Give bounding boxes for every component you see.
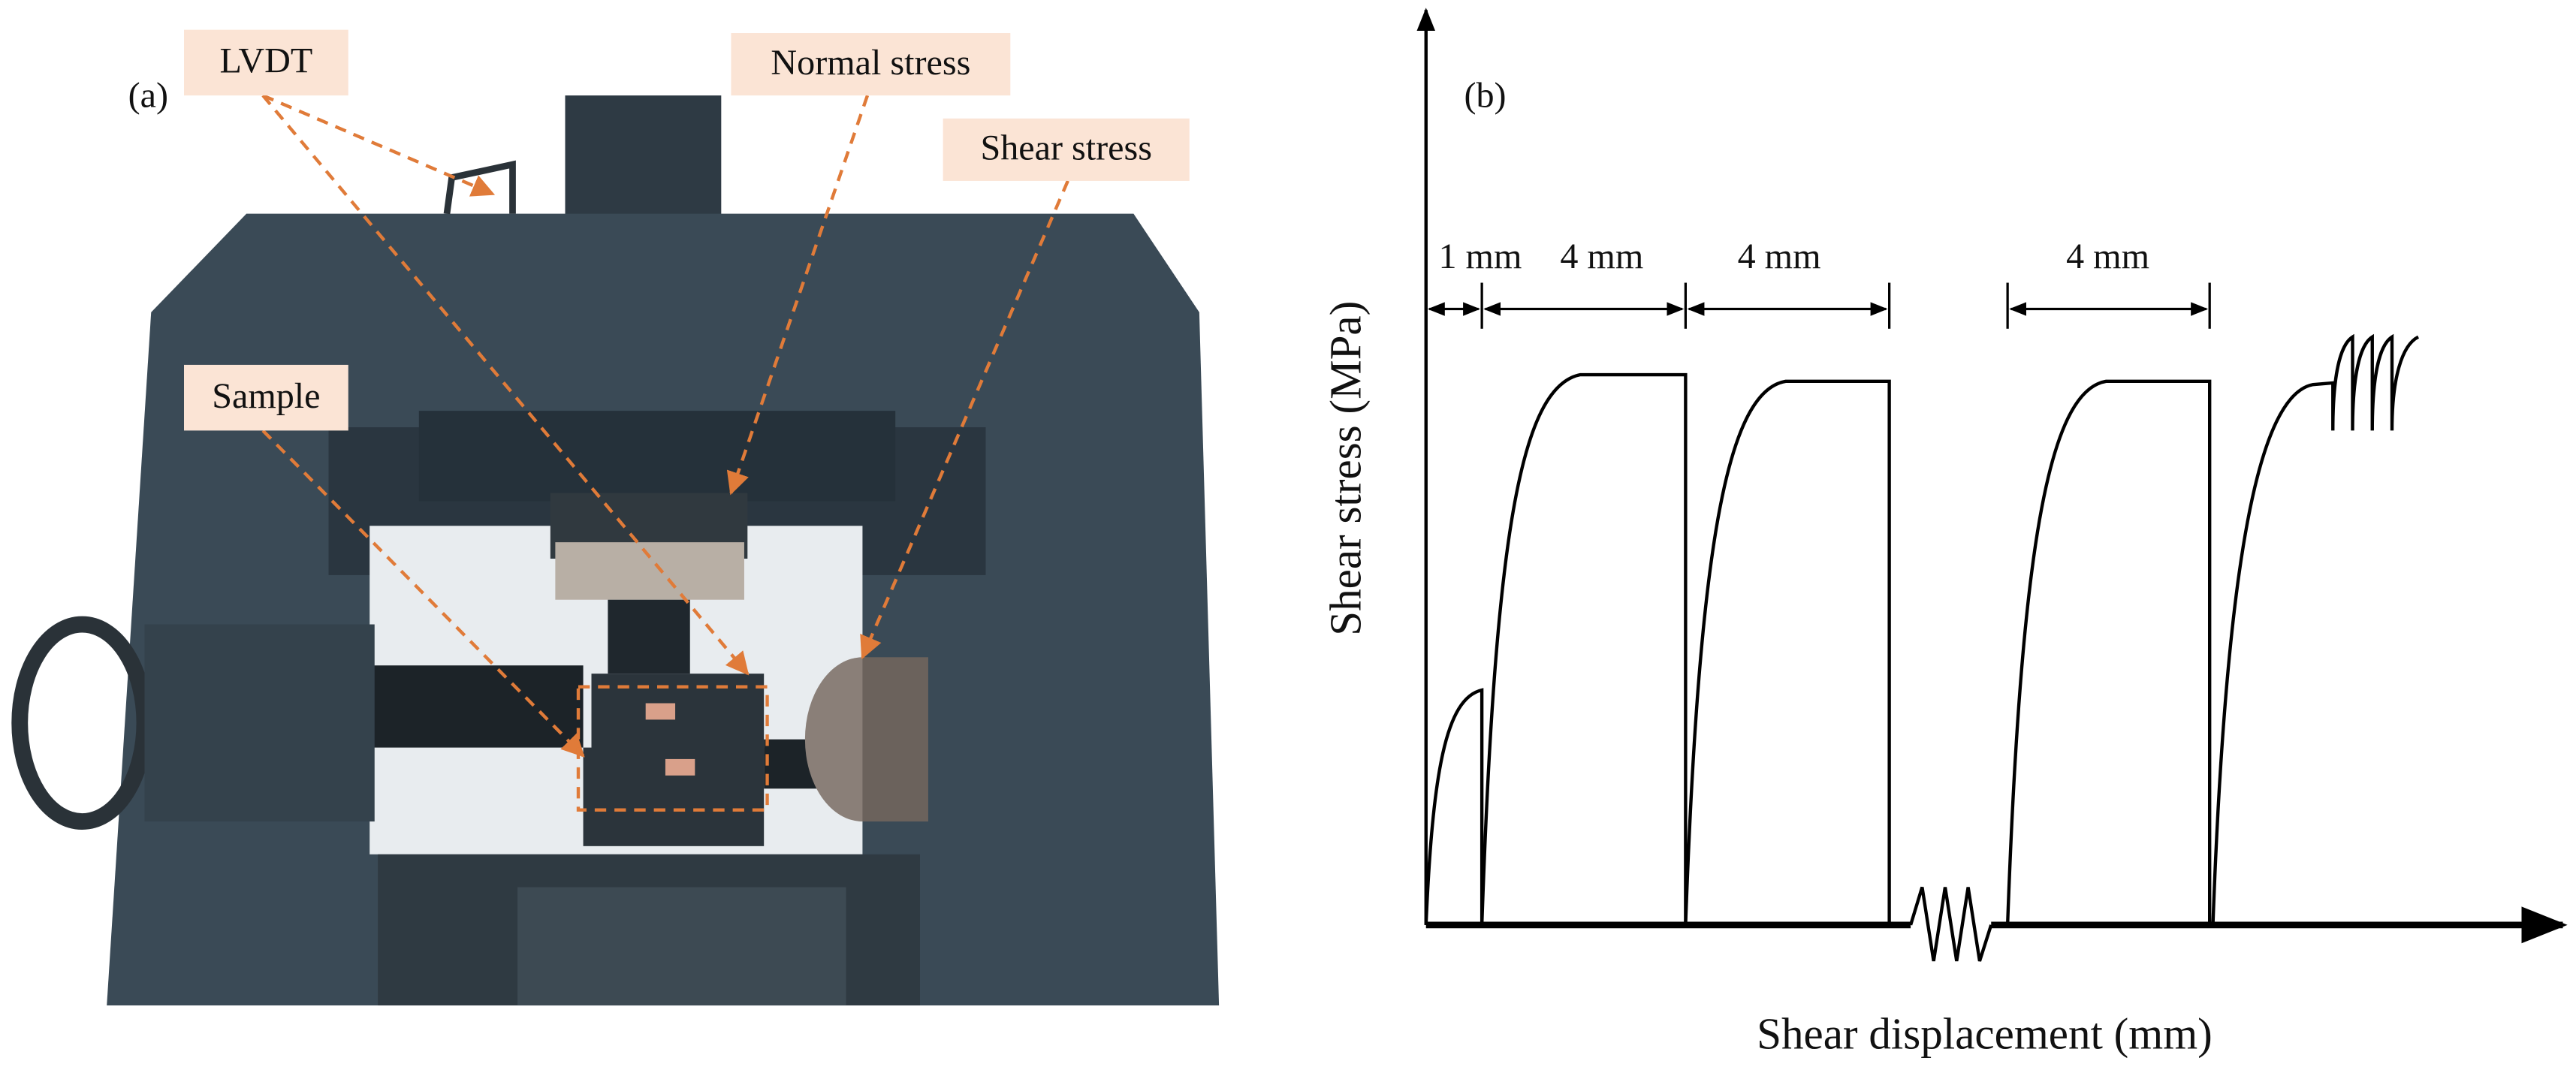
arrow xyxy=(860,180,1069,660)
curve xyxy=(1480,372,1688,925)
dimension-label: 1 mm xyxy=(1438,237,1522,276)
curve xyxy=(1424,688,1484,925)
axis-break xyxy=(1908,886,1993,962)
curve xyxy=(2211,333,2420,925)
callouts: LVDT Normal stress Shear stress Sample xyxy=(184,29,1190,812)
panel-label: (b) xyxy=(1464,76,1506,116)
arrow xyxy=(726,95,870,496)
callout-text: Shear stress xyxy=(980,128,1151,168)
machine-photo xyxy=(11,95,1220,1006)
curve xyxy=(2005,379,2212,925)
panel-label: (a) xyxy=(128,76,168,116)
callout-text: LVDT xyxy=(219,41,312,81)
curves xyxy=(1424,333,2420,925)
callout-box xyxy=(943,118,1190,181)
axes xyxy=(1416,8,2568,962)
arrow xyxy=(262,94,496,197)
sample-box xyxy=(576,685,769,812)
callout-text: Sample xyxy=(212,376,320,416)
dimension-label: 4 mm xyxy=(2066,237,2149,276)
x-axis-label: Shear displacement (mm) xyxy=(1757,1008,2213,1058)
dimensions: 1 mm 4 mm 4 mm 4 mm xyxy=(1425,237,2211,329)
y-axis-label: Shear stress (MPa) xyxy=(1321,301,1371,636)
dimension-label: 4 mm xyxy=(1738,237,1821,276)
curve xyxy=(1684,379,1891,925)
callout-text: Normal stress xyxy=(771,43,970,83)
callout-box xyxy=(731,33,1011,96)
dimension-label: 4 mm xyxy=(1560,237,1643,276)
callout-box xyxy=(184,364,348,431)
arrow xyxy=(261,429,585,758)
callout-box xyxy=(184,29,348,96)
arrow xyxy=(261,94,750,676)
